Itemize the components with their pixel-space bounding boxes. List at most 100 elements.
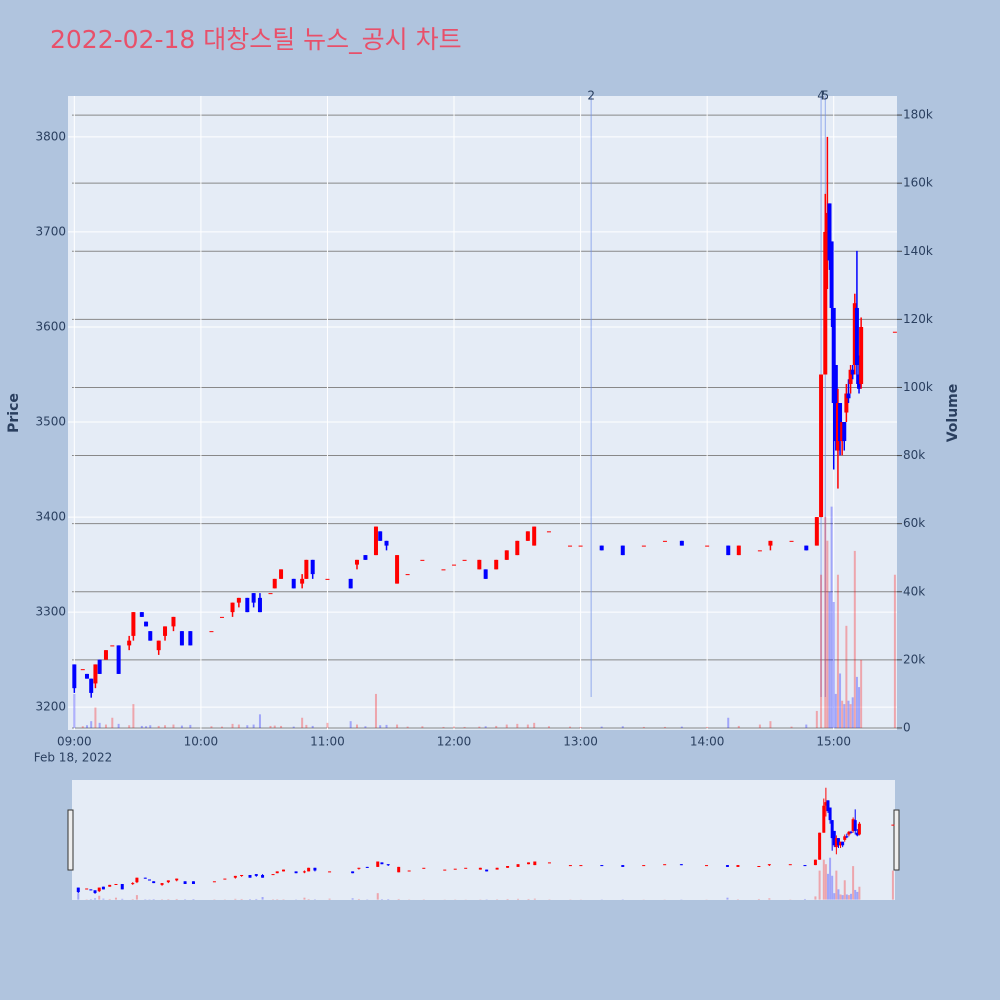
mini-volume-bar — [152, 899, 155, 900]
x-date-label: Feb 18, 2022 — [34, 751, 113, 765]
mini-candle-body — [855, 832, 859, 836]
volume-bar — [140, 725, 143, 728]
candle-body — [93, 664, 98, 684]
event-label: 4 — [817, 89, 825, 103]
candle-body — [662, 540, 667, 542]
mini-candle-body — [843, 836, 847, 840]
mini-candle-body — [464, 867, 468, 869]
mini-candle-body — [834, 838, 838, 848]
candle-body — [103, 650, 108, 660]
event-label: 2 — [587, 89, 595, 103]
y2-tick-label: 20k — [903, 652, 925, 666]
candle-body — [838, 403, 843, 442]
volume-bar — [579, 726, 582, 728]
candle-body — [209, 631, 214, 633]
volume-bar — [828, 591, 831, 728]
candle-body — [462, 559, 467, 561]
mini-candle-body — [233, 875, 237, 878]
mini-candle-body — [568, 865, 572, 867]
mini-candle-body — [600, 865, 604, 867]
mini-candle-body — [271, 874, 275, 876]
mini-candle-body — [453, 868, 457, 870]
candle-body — [373, 526, 378, 556]
volume-bar — [815, 710, 818, 728]
mini-volume-bar — [261, 897, 264, 900]
y-tick-label: 3600 — [35, 319, 66, 333]
mini-candle-body — [85, 888, 89, 890]
volume-bar — [85, 725, 88, 728]
candle-body — [641, 545, 646, 547]
volume-bar — [547, 726, 550, 728]
mini-candle-body — [803, 865, 807, 867]
volume-bar — [311, 725, 314, 728]
mini-volume-bar — [98, 895, 101, 900]
volume-bar — [858, 687, 861, 728]
candle-body — [384, 540, 389, 546]
candle-body — [804, 545, 809, 551]
mini-volume-bar — [108, 898, 111, 900]
y-tick-label: 3400 — [35, 510, 66, 524]
mini-candle-body — [847, 831, 851, 835]
y2-tick-label: 0 — [903, 720, 911, 734]
mini-candle-body — [254, 874, 258, 876]
candle-body — [441, 569, 446, 571]
volume-bar — [421, 726, 424, 728]
volume-bar — [292, 726, 295, 728]
volume-bar — [374, 693, 377, 728]
candle-body — [599, 545, 604, 551]
mini-volume-bar — [835, 870, 838, 900]
candle-body — [452, 564, 457, 566]
volume-bar — [128, 725, 131, 728]
candle-body — [823, 231, 828, 375]
mini-volume-bar — [89, 899, 92, 900]
candle-body — [348, 578, 353, 589]
candle-body — [768, 540, 773, 546]
x-tick-label: 13:00 — [563, 735, 598, 749]
volume-bar — [843, 704, 846, 728]
candle-body — [89, 678, 94, 693]
candle-body — [525, 531, 530, 541]
candle-body — [300, 578, 305, 584]
candle-body — [859, 326, 864, 385]
candle-body — [854, 307, 859, 365]
mini-volume-bar — [192, 899, 195, 900]
range-handle-right[interactable] — [893, 809, 900, 871]
candle-body — [139, 612, 144, 617]
mini-candle-body — [114, 883, 118, 885]
range-slider[interactable] — [72, 780, 895, 900]
mini-candle-body — [282, 869, 286, 872]
mini-volume-bar — [351, 898, 354, 900]
volume-bar — [526, 724, 529, 728]
mini-candle-body — [839, 841, 843, 846]
volume-bar — [269, 725, 272, 728]
volume-bar — [680, 726, 683, 728]
mini-candle-body — [841, 841, 845, 846]
volume-bar — [305, 724, 308, 728]
mini-volume-bar — [841, 895, 844, 900]
volume-bar — [258, 714, 261, 728]
volume-bar — [830, 506, 833, 728]
volume-bar — [790, 726, 793, 728]
candle-body — [251, 593, 256, 603]
volume-bar — [180, 725, 183, 728]
mini-volume-bar — [77, 893, 80, 900]
mini-candle-body — [147, 879, 151, 881]
mini-volume-bar — [387, 899, 390, 900]
volume-bar — [849, 704, 852, 728]
mini-volume-bar — [768, 898, 771, 900]
candle-body — [163, 626, 168, 636]
volume-bar — [860, 659, 863, 728]
mini-volume-bar — [131, 899, 134, 900]
volume-bar — [463, 726, 466, 728]
mini-candle-body — [422, 867, 426, 869]
candle-body — [578, 545, 583, 547]
volume-bar — [355, 724, 358, 728]
candle-body — [620, 545, 625, 556]
volume-bar — [379, 725, 382, 728]
mini-volume-bar — [843, 880, 846, 900]
candle-body — [80, 669, 85, 671]
mini-volume-bar — [845, 894, 848, 900]
mini-volume-bar — [175, 898, 178, 900]
range-handle-left[interactable] — [67, 809, 74, 871]
volume-bar — [326, 722, 329, 728]
